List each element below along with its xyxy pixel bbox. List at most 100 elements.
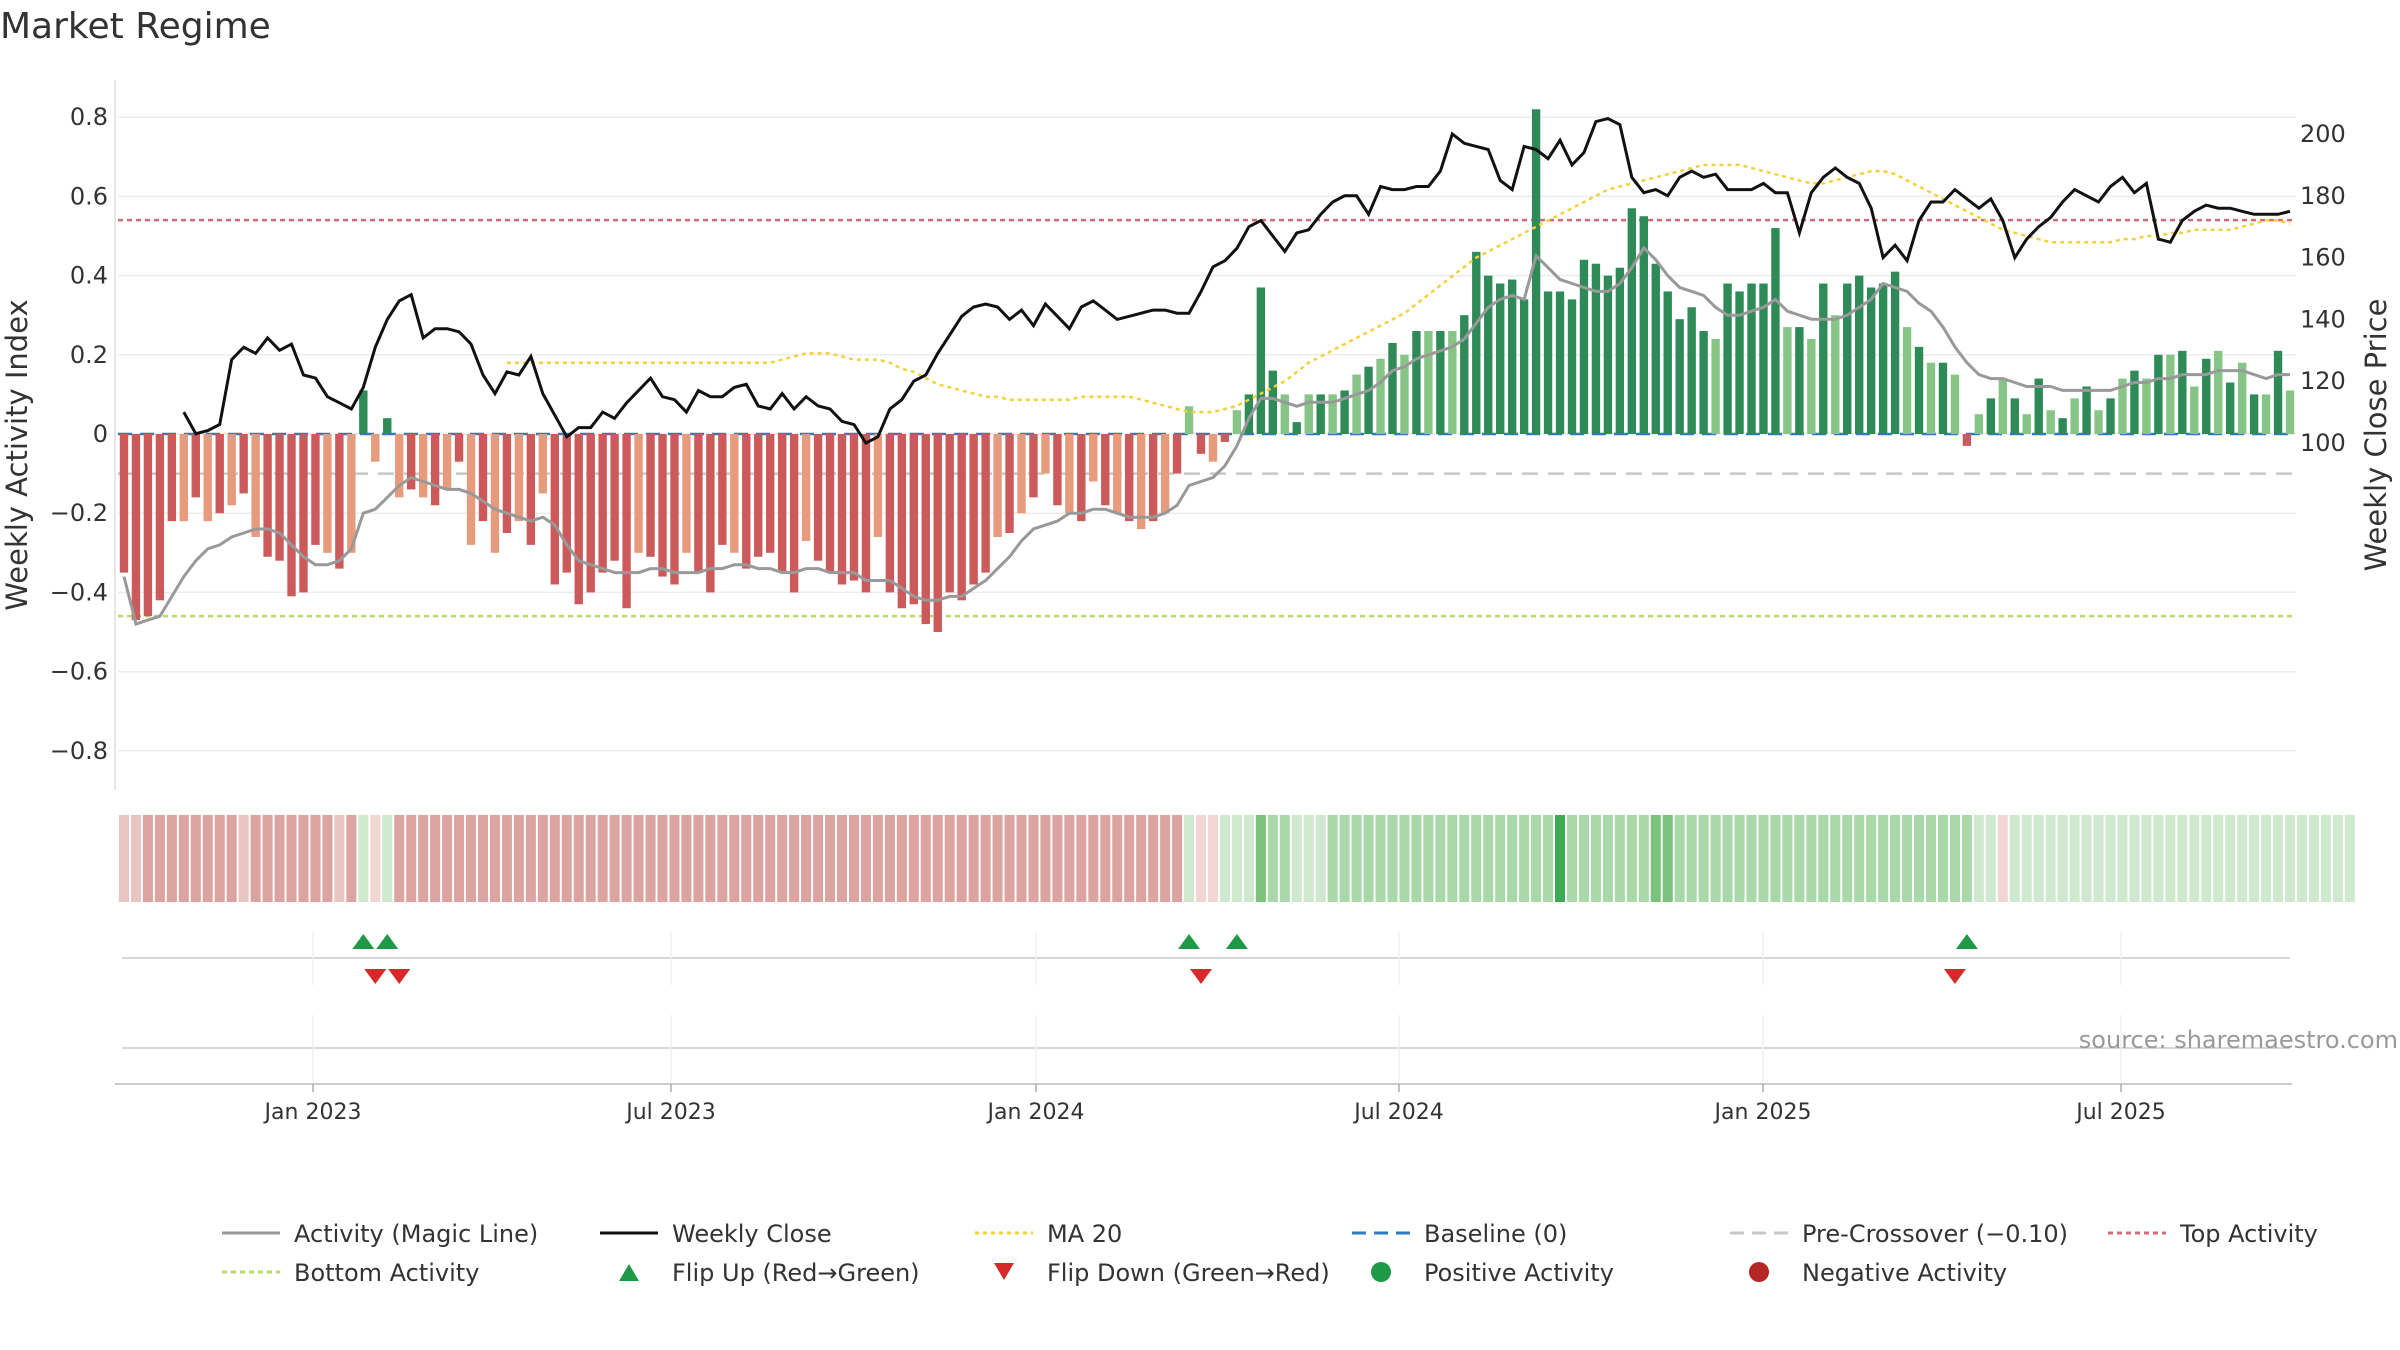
activity-bar (1962, 434, 1972, 446)
x-tick-label: Jan 2024 (986, 1100, 1085, 1125)
activity-bar (1723, 283, 1732, 434)
activity-bar (921, 434, 930, 625)
y2-tick-label: 100 (2300, 429, 2346, 457)
activity-bar (1160, 434, 1170, 514)
legend-swatch (994, 1263, 1014, 1280)
activity-bar (1172, 434, 1182, 474)
activity-bar (2190, 386, 2199, 434)
activity-bar (933, 434, 942, 632)
ribbon-cell (1531, 815, 1542, 902)
activity-bar (2070, 398, 2079, 434)
activity-bar (1376, 358, 1385, 434)
ribbon-cell (1124, 815, 1135, 902)
activity-bar (2034, 378, 2043, 434)
legend-item: Top Activity (2108, 1220, 2318, 1248)
activity-bar (1747, 283, 1756, 434)
activity-bar (1819, 283, 1828, 434)
ribbon-cell (1746, 815, 1757, 902)
ribbon-cell (2105, 815, 2116, 902)
flip-down-marker (388, 969, 411, 984)
ribbon-cell (1961, 815, 1972, 902)
activity-bar (1759, 283, 1768, 434)
ribbon-cell (884, 815, 895, 902)
activity-bar (1280, 394, 1289, 434)
activity-bar (442, 434, 452, 490)
chart-title: Market Regime (0, 6, 271, 47)
activity-bar (490, 434, 500, 553)
ribbon-cell (645, 815, 656, 902)
ribbon-cell (322, 815, 333, 902)
ribbon-cell (1351, 815, 1362, 902)
ribbon-cell (1555, 815, 1566, 902)
y2-tick-label: 180 (2300, 182, 2346, 210)
ribbon-cell (1399, 815, 1410, 902)
y2-tick-label: 200 (2300, 120, 2346, 148)
activity-bar (347, 434, 356, 553)
ribbon-cell (681, 815, 692, 902)
activity-bar (1507, 279, 1517, 434)
activity-bar (2154, 354, 2163, 434)
ribbon-cell (1255, 815, 1266, 902)
activity-bar (801, 434, 811, 541)
ribbon-cell (1758, 815, 1769, 902)
ribbon-cell (118, 815, 130, 902)
ribbon-cell (1339, 815, 1350, 902)
ribbon-cell (633, 815, 644, 902)
activity-bar (1687, 307, 1696, 434)
activity-bar (227, 434, 236, 506)
activity-bar (1017, 434, 1026, 514)
ribbon-cell (1112, 815, 1123, 902)
ribbon-cell (1231, 815, 1242, 902)
activity-bar (2046, 410, 2055, 434)
ribbon-cell (1543, 815, 1554, 902)
activity-bar (143, 434, 153, 617)
ribbon-cell (1279, 815, 1290, 902)
ribbon-cell (1447, 815, 1458, 902)
activity-bar (718, 434, 727, 545)
ribbon-cell (1890, 815, 1901, 902)
activity-bar (1591, 263, 1601, 434)
activity-bar (1484, 275, 1493, 434)
activity-bar (2082, 386, 2091, 434)
ribbon-cell (741, 815, 752, 902)
ribbon-cell (2045, 815, 2056, 902)
ribbon-cell (202, 815, 213, 902)
ribbon-cell (1052, 815, 1063, 902)
ma20-line (506, 163, 2291, 414)
legend-item: Pre-Crossover (−0.10) (1730, 1220, 2068, 1248)
y-tick-label: 0.2 (70, 341, 108, 369)
ribbon-cell (2141, 815, 2152, 902)
ribbon-cell (1267, 815, 1278, 902)
ribbon-cell (1004, 815, 1015, 902)
activity-bar (1783, 327, 1792, 434)
legend-item: Weekly Close (600, 1220, 832, 1248)
activity-bar (1424, 331, 1433, 434)
legend-item: Negative Activity (1749, 1259, 2007, 1287)
y-tick-label: 0 (93, 420, 108, 448)
y-tick-label: 0.8 (70, 103, 108, 131)
y2-tick-label: 120 (2300, 367, 2346, 395)
legend-item: Baseline (0) (1352, 1220, 1567, 1248)
activity-bar (742, 434, 751, 569)
ribbon-cell (2273, 815, 2284, 902)
ribbon-cell (513, 815, 524, 902)
activity-bar (2094, 410, 2103, 434)
ribbon-cell (286, 815, 297, 902)
legend-swatch (619, 1264, 639, 1281)
ribbon-cell (1830, 815, 1841, 902)
ribbon-cell (1363, 815, 1374, 902)
y-tick-label: 0.4 (70, 262, 108, 290)
activity-bar (1890, 271, 1900, 434)
ribbon-cell (1770, 815, 1781, 902)
x-tick-label: Jul 2025 (2074, 1100, 2166, 1125)
ribbon-cell (1734, 815, 1745, 902)
y-tick-label: −0.4 (50, 578, 108, 606)
ribbon-cell (1243, 815, 1254, 902)
ribbon-cell (525, 815, 536, 902)
ribbon-cell (1471, 815, 1482, 902)
activity-bar (873, 434, 883, 537)
x-tick-label: Jan 2023 (263, 1100, 362, 1125)
activity-bar (1077, 434, 1086, 522)
ribbon-cell (2296, 815, 2308, 902)
bottom-panel: Jan 2023 Jul 2023 Jan 2024 Jul 2024 Jan 2025… (115, 1015, 2292, 1125)
